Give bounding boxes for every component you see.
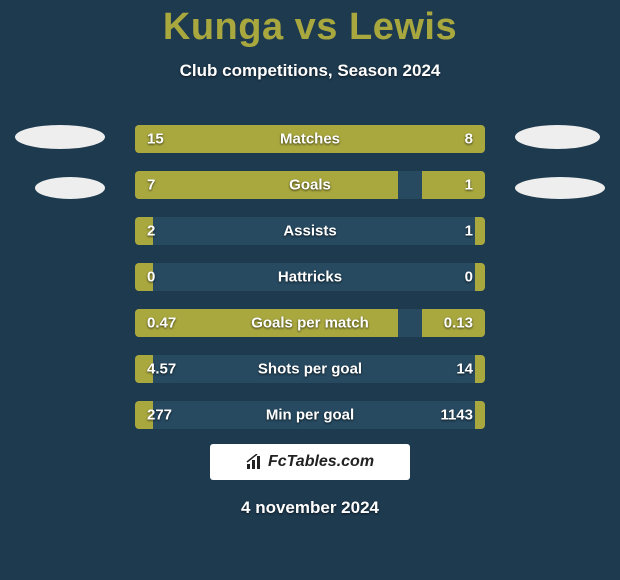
stat-value-right: 1143 (440, 407, 473, 424)
stat-value-right: 0.13 (444, 315, 473, 332)
chart-icon (246, 454, 262, 470)
stat-value-right: 1 (465, 223, 473, 240)
player-right-flag-placeholder (515, 125, 600, 149)
stat-label: Assists (135, 223, 485, 240)
stat-row: 15Matches8 (135, 125, 485, 153)
player-right-club-placeholder (515, 177, 605, 199)
stat-label: Min per goal (135, 407, 485, 424)
brand-badge: FcTables.com (210, 444, 410, 480)
date-label: 4 november 2024 (0, 498, 620, 518)
stat-row: 0Hattricks0 (135, 263, 485, 291)
stat-label: Goals (135, 177, 485, 194)
stat-row: 277Min per goal1143 (135, 401, 485, 429)
stat-label: Hattricks (135, 269, 485, 286)
stat-row: 4.57Shots per goal14 (135, 355, 485, 383)
stat-label: Matches (135, 131, 485, 148)
brand-text: FcTables.com (268, 453, 374, 471)
subtitle: Club competitions, Season 2024 (0, 61, 620, 81)
stat-value-right: 1 (465, 177, 473, 194)
stat-label: Goals per match (135, 315, 485, 332)
stat-value-right: 0 (465, 269, 473, 286)
page-title: Kunga vs Lewis (0, 0, 620, 49)
player-left-flag-placeholder (15, 125, 105, 149)
stat-row: 7Goals1 (135, 171, 485, 199)
stat-row: 2Assists1 (135, 217, 485, 245)
stat-label: Shots per goal (135, 361, 485, 378)
player-left-club-placeholder (35, 177, 105, 199)
stat-value-right: 8 (465, 131, 473, 148)
stat-value-right: 14 (456, 361, 473, 378)
stat-row: 0.47Goals per match0.13 (135, 309, 485, 337)
stats-container: 15Matches8 7Goals1 2Assists1 0Hattricks0 0.4… (135, 125, 485, 447)
